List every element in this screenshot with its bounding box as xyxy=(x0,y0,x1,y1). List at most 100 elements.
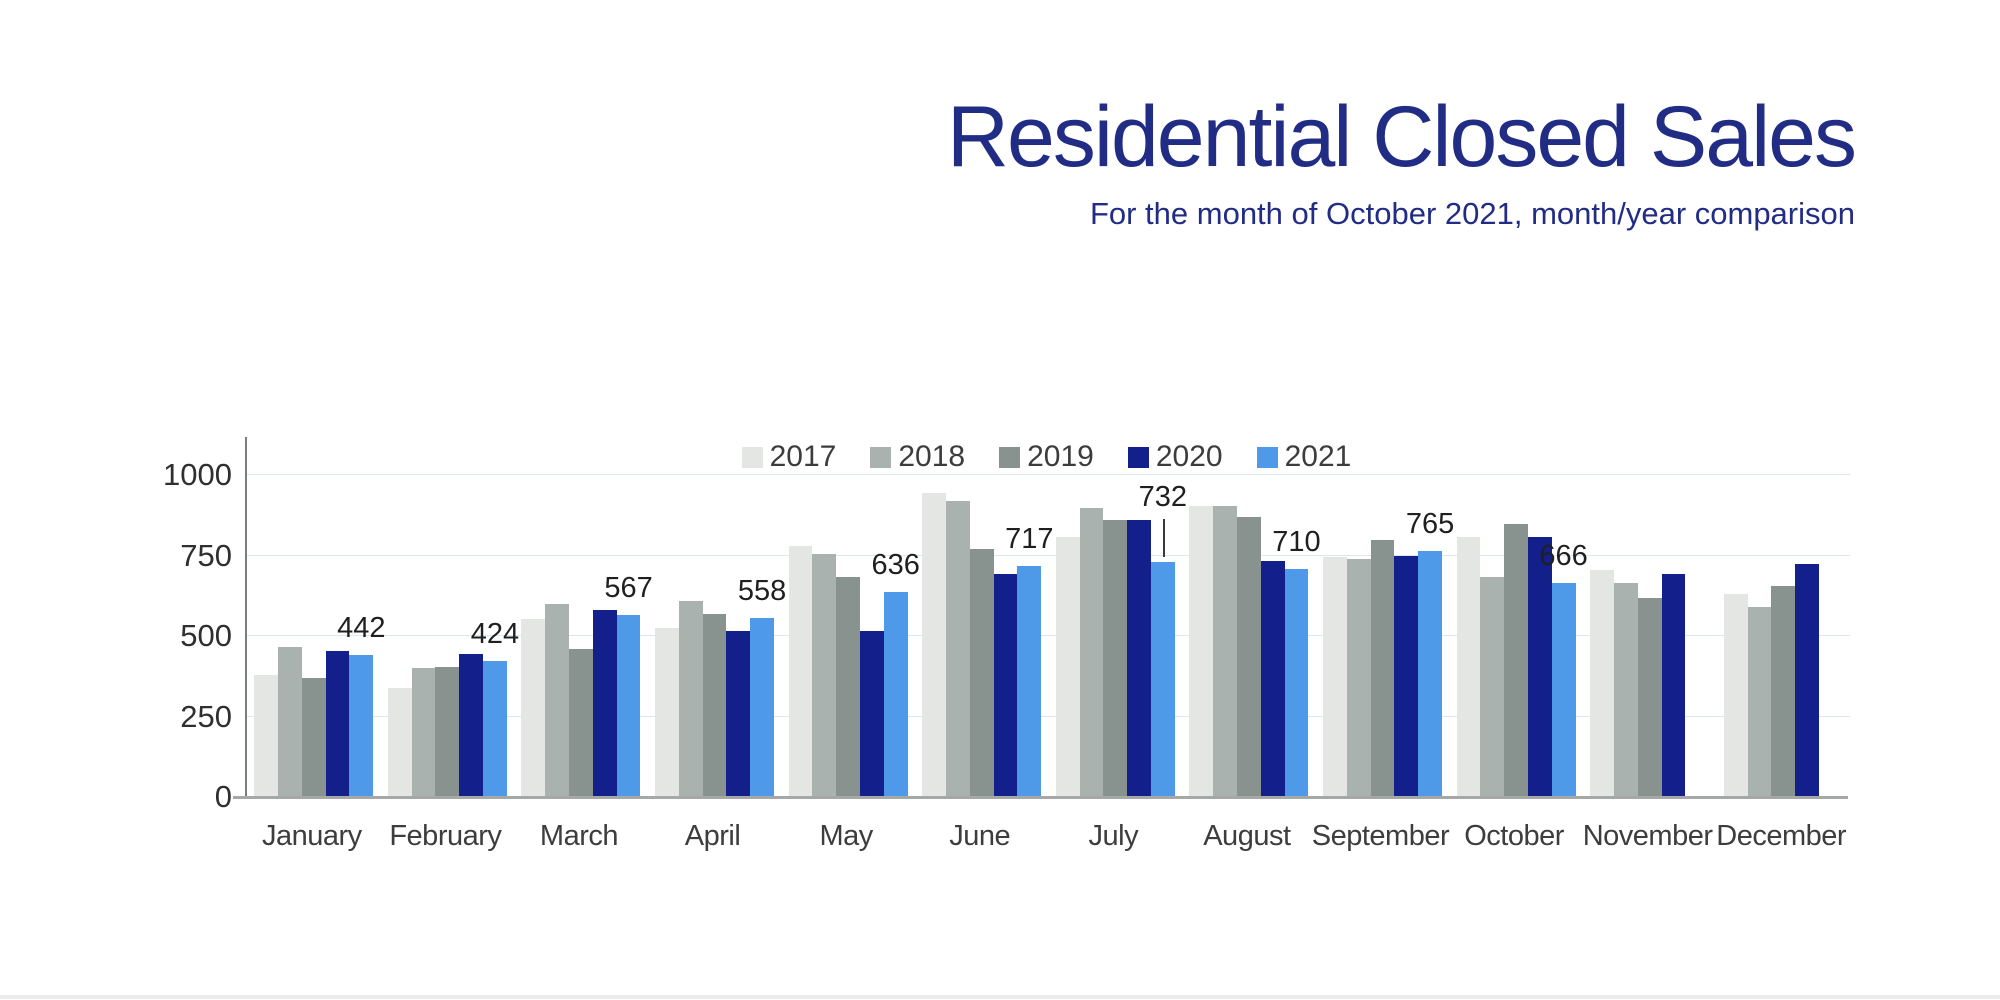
x-tick-label-december: December xyxy=(1716,820,1847,852)
bar-2020-april xyxy=(726,631,751,797)
data-label-october: 666 xyxy=(1539,539,1588,572)
x-tick-label-september: September xyxy=(1311,820,1450,852)
bar-2020-february xyxy=(459,653,484,797)
x-tick-label-january: January xyxy=(261,820,362,852)
legend-item-2018: 2018 xyxy=(870,440,965,474)
bar-2018-december xyxy=(1747,607,1772,797)
x-axis-line xyxy=(233,796,1848,799)
bar-2020-august xyxy=(1260,560,1285,797)
legend-swatch-2019 xyxy=(999,446,1021,468)
legend-label-2020: 2020 xyxy=(1155,440,1223,473)
bar-group-august: 710 xyxy=(1182,437,1321,797)
bar-group-june: 717 xyxy=(915,437,1053,797)
plot-area: 442 424 567 558 636 717 732 710 765 666 xyxy=(245,437,1850,797)
x-tick-label-october: October xyxy=(1464,820,1564,852)
bar-2019-june xyxy=(969,549,994,797)
bar-2019-december xyxy=(1771,586,1796,797)
bar-2020-october xyxy=(1527,536,1552,797)
legend-label-2017: 2017 xyxy=(769,440,837,473)
bar-2021-may xyxy=(883,592,908,797)
x-tick-october: October xyxy=(1447,820,1581,853)
x-tick-april: April xyxy=(646,820,780,853)
bar-group-may: 636 xyxy=(781,437,920,797)
bar-2019-july xyxy=(1103,520,1128,797)
bar-group-november xyxy=(1583,437,1717,797)
bar-2018-september xyxy=(1346,559,1371,797)
bar-2021-april xyxy=(750,617,775,797)
y-tick-750: 750 xyxy=(180,537,232,573)
legend-swatch-2017 xyxy=(741,446,763,468)
x-tick-november: November xyxy=(1581,820,1715,853)
bar-2019-march xyxy=(569,649,593,797)
bar-2017-may xyxy=(788,546,813,797)
bar-2017-september xyxy=(1322,557,1347,797)
x-tick-march: March xyxy=(512,820,646,853)
chart-title: Residential Closed Sales xyxy=(946,89,1857,185)
bar-2017-january xyxy=(254,674,279,797)
bar-2020-december xyxy=(1795,563,1819,797)
gridline-750 xyxy=(247,554,1850,556)
data-label-january: 442 xyxy=(337,611,386,644)
data-label-may: 636 xyxy=(871,549,920,582)
legend-item-2021: 2021 xyxy=(1256,440,1352,474)
y-tick-1000: 1000 xyxy=(163,457,232,493)
bar-2020-january xyxy=(325,650,350,797)
bar-2017-december xyxy=(1723,594,1748,797)
bar-2021-june xyxy=(1017,566,1042,797)
legend-item-2017: 2017 xyxy=(741,440,837,474)
legend-swatch-2020 xyxy=(1127,446,1149,468)
x-tick-january: January xyxy=(245,820,379,853)
x-tick-december: December xyxy=(1714,820,1848,853)
bar-2018-april xyxy=(678,600,703,797)
legend-label-2021: 2021 xyxy=(1284,440,1352,473)
bar-2017-november xyxy=(1590,570,1614,797)
bar-2020-march xyxy=(592,610,617,797)
footer-divider xyxy=(0,995,2000,999)
bar-2019-may xyxy=(836,576,861,797)
legend-item-2020: 2020 xyxy=(1127,440,1223,474)
bar-group-september: 765 xyxy=(1316,437,1454,797)
bar-group-january: 442 xyxy=(247,437,386,797)
y-tick-250: 250 xyxy=(180,698,232,734)
bar-2018-july xyxy=(1079,507,1104,797)
chart-header: Residential Closed Sales For the month o… xyxy=(946,89,1857,232)
gridline-250 xyxy=(247,715,1850,717)
bar-2018-august xyxy=(1213,505,1237,797)
x-tick-label-february: February xyxy=(389,820,502,852)
bar-group-december xyxy=(1716,437,1850,797)
legend-item-2019: 2019 xyxy=(999,440,1094,474)
legend-swatch-2021 xyxy=(1256,446,1278,468)
x-tick-july: July xyxy=(1047,820,1181,853)
x-tick-label-march: March xyxy=(539,820,619,852)
x-tick-label-july: July xyxy=(1088,820,1139,852)
bar-2021-september xyxy=(1418,550,1442,797)
data-label-september: 765 xyxy=(1405,507,1455,540)
legend-label-2019: 2019 xyxy=(1027,440,1094,473)
chart-subtitle: For the month of October 2021, month/yea… xyxy=(1089,196,1855,232)
bar-2021-march xyxy=(616,614,641,797)
bar-2020-june xyxy=(993,573,1018,797)
data-label-february: 424 xyxy=(470,617,520,650)
bar-2019-october xyxy=(1504,523,1528,797)
data-label-april: 558 xyxy=(737,574,787,607)
bar-2019-september xyxy=(1370,539,1395,797)
legend-label-2018: 2018 xyxy=(898,440,966,473)
bar-2018-october xyxy=(1480,576,1505,797)
bar-2021-august xyxy=(1284,568,1309,797)
data-label-august: 710 xyxy=(1272,525,1321,558)
bar-group-march: 567 xyxy=(514,437,653,797)
bar-2017-october xyxy=(1456,536,1481,797)
bar-group-october: 666 xyxy=(1449,437,1588,797)
x-tick-september: September xyxy=(1311,820,1450,853)
bar-2019-february xyxy=(435,666,460,797)
bar-2018-march xyxy=(545,604,570,797)
x-tick-label-may: May xyxy=(819,820,873,852)
bar-2019-august xyxy=(1236,517,1261,797)
y-tick-500: 500 xyxy=(180,618,232,654)
bar-2021-january xyxy=(349,654,374,797)
bar-2017-march xyxy=(521,618,546,797)
x-tick-august: August xyxy=(1180,820,1314,853)
bar-2020-may xyxy=(860,631,884,797)
bar-2018-june xyxy=(946,501,970,797)
